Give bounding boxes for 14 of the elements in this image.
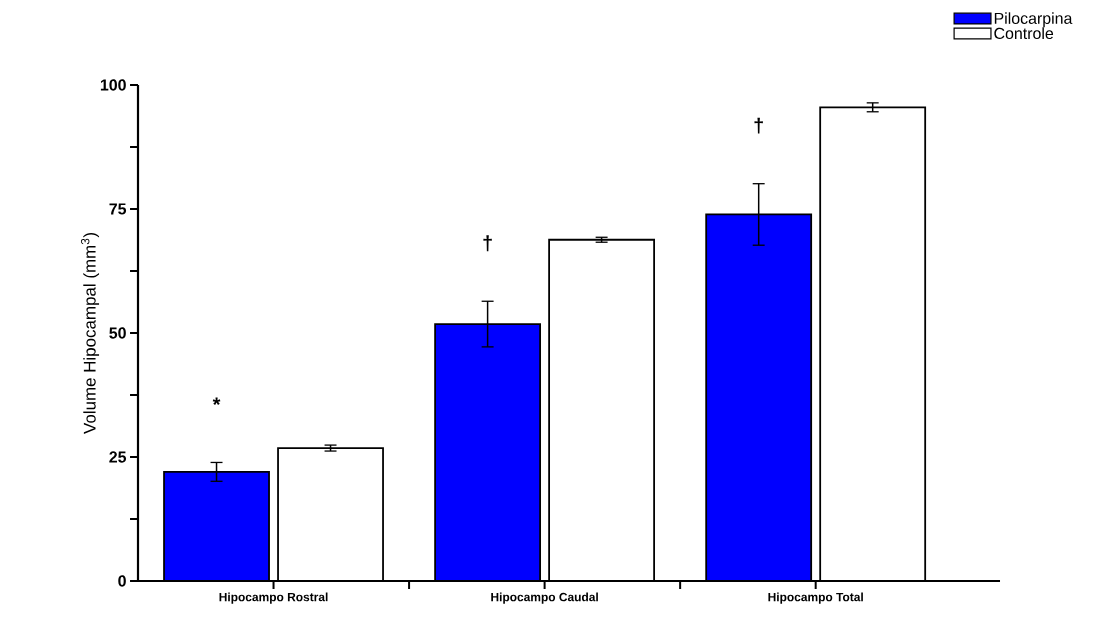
y-tick-label: 0 (118, 575, 126, 587)
annotation: † (483, 235, 492, 252)
y-tick-label: 50 (109, 327, 126, 339)
annotation: * (212, 397, 221, 406)
x-tick-label: Hipocampo Caudal (491, 592, 598, 604)
annotation: † (754, 117, 763, 134)
y-tick-label: 100 (100, 79, 126, 91)
y-axis-title: Volume Hipocampal (mm$^{3}$) (81, 233, 100, 434)
x-tick-label: Hipocampo Total (768, 592, 863, 604)
y-tick-label: 25 (109, 451, 127, 463)
legend-label: Controle (994, 27, 1054, 40)
y-tick-label: 75 (109, 203, 127, 215)
x-tick-label: Hipocampo Rostral (219, 592, 328, 604)
legend-label: Pilocarpina (994, 12, 1073, 28)
